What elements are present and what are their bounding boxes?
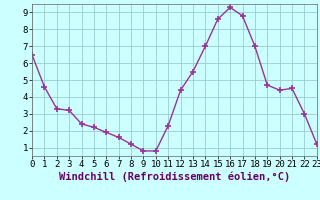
X-axis label: Windchill (Refroidissement éolien,°C): Windchill (Refroidissement éolien,°C) — [59, 172, 290, 182]
